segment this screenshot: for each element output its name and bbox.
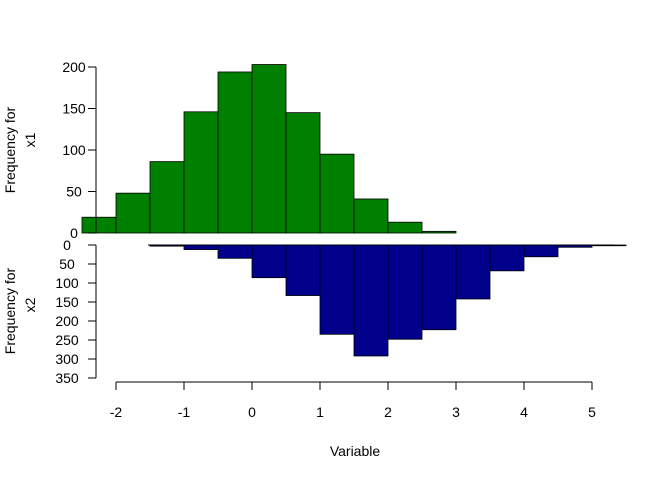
x-tick-label-7: 5 <box>588 404 596 420</box>
x1-y-tick-label-3: 150 <box>62 101 86 117</box>
x-tick-label-1: -1 <box>178 404 191 420</box>
x-tick-label-4: 2 <box>384 404 392 420</box>
x2-bar-11 <box>523 244 559 258</box>
x2-bar-2 <box>217 244 253 259</box>
x2-bar-7 <box>387 244 423 340</box>
x1-bar-4 <box>217 71 253 234</box>
x2-bar-8 <box>421 244 457 331</box>
x2-bar-5 <box>319 244 355 335</box>
x2-y-axis-label-line-2: x2 <box>22 297 38 312</box>
x1-y-axis-label-line-1: Frequency for <box>2 106 18 193</box>
x2-y-tick-label-3: 150 <box>55 294 79 310</box>
x2-y-tick-label-6: 300 <box>55 351 79 367</box>
x-tick-label-2: 0 <box>248 404 256 420</box>
x1-bar-10 <box>421 230 457 234</box>
x1-bar-8 <box>353 198 389 234</box>
x-axis-label: Variable <box>330 443 381 459</box>
x1-y-tick-label-2: 100 <box>62 142 86 158</box>
x1-bar-7 <box>319 153 355 234</box>
x1-bar-6 <box>285 112 321 234</box>
x1-bar-1 <box>115 192 151 234</box>
x1-bar-3 <box>183 111 219 234</box>
x2-bar-10 <box>489 244 525 272</box>
x2-y-axis: 0 50 100 150 200 250 300 350 <box>55 237 97 386</box>
x1-y-tick-label-1: 50 <box>66 184 82 200</box>
x2-bar-1 <box>183 244 219 250</box>
x-tick-label-6: 4 <box>520 404 528 420</box>
x2-y-tick-label-1: 50 <box>59 256 75 272</box>
x-tick-label-0: -2 <box>110 404 123 420</box>
x2-histogram-bars <box>149 244 627 357</box>
x1-bar-0 <box>81 216 117 234</box>
x1-bar-2 <box>149 161 185 234</box>
x2-y-tick-label-2: 100 <box>55 275 79 291</box>
x2-y-tick-label-0: 0 <box>63 237 71 253</box>
x2-y-tick-label-7: 350 <box>55 370 79 386</box>
x2-bar-4 <box>285 244 321 296</box>
x1-bar-5 <box>251 64 287 234</box>
x2-y-tick-label-4: 200 <box>55 313 79 329</box>
x1-y-tick-label-4: 200 <box>62 59 86 75</box>
x-tick-label-3: 1 <box>316 404 324 420</box>
x1-y-tick-label-0: 0 <box>70 225 78 241</box>
x-tick-label-5: 3 <box>452 404 460 420</box>
x-axis: -2 -1 0 1 2 3 4 5 <box>110 381 596 420</box>
x2-bar-3 <box>251 244 287 279</box>
x1-histogram-bars <box>81 64 457 234</box>
x1-y-axis-label-line-2: x1 <box>22 132 38 147</box>
x2-bar-9 <box>455 244 491 300</box>
x2-y-axis-label-line-1: Frequency for <box>2 267 18 354</box>
x1-y-axis: 0 50 100 150 200 <box>62 59 97 241</box>
x2-y-tick-label-5: 250 <box>55 332 79 348</box>
x1-bar-9 <box>387 221 423 234</box>
x2-bar-6 <box>353 244 389 357</box>
